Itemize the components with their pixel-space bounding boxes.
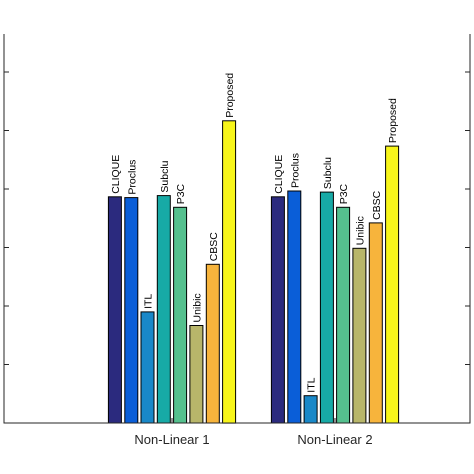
bar-label-subclu-non-linear-2: Subclu [322,157,334,189]
bar-label-itl-non-linear-2: ITL [306,377,318,392]
bar-proclus-non-linear-1 [124,197,139,424]
bar-label-unibic-non-linear-1: Unibic [191,293,203,322]
x-tick-label-non-linear-1: Non-Linear 1 [134,432,209,447]
bar-unibic-non-linear-2 [352,247,367,424]
bar-label-proposed-non-linear-1: Proposed [224,73,236,118]
bar-proposed-non-linear-2 [385,145,400,424]
axes-frame [3,34,471,424]
bar-proclus-non-linear-2 [287,190,302,424]
bar-label-proposed-non-linear-2: Proposed [387,98,399,143]
bar-subclu-non-linear-1 [156,195,171,424]
bar-itl-non-linear-1 [140,311,155,424]
bar-clique-non-linear-2 [270,196,285,424]
bar-unibic-non-linear-1 [189,325,204,424]
bar-itl-non-linear-2 [303,395,318,424]
bar-labels-group: CLIQUE Proclus ITL Subclu P3C Unibic CBSC Propo… [110,73,399,393]
plot-area [4,34,470,423]
bar-cbsc-non-linear-1 [205,263,220,424]
bar-p3c-non-linear-1 [173,206,188,424]
bar-label-clique-non-linear-2: CLIQUE [273,155,285,194]
bar-label-unibic-non-linear-2: Unibic [354,216,366,245]
bar-label-cbsc-non-linear-2: CBSC [371,190,383,220]
bar-label-subclu-non-linear-1: Subclu [159,160,171,192]
bar-subclu-non-linear-2 [319,191,334,424]
bar-clique-non-linear-1 [107,196,122,424]
bar-label-proclus-non-linear-1: Proclus [126,160,138,195]
bar-label-clique-non-linear-1: CLIQUE [110,155,122,194]
bar-label-proclus-non-linear-2: Proclus [289,153,301,188]
x-tick-label-non-linear-2: Non-Linear 2 [297,432,372,447]
bar-label-cbsc-non-linear-1: CBSC [208,232,220,262]
bar-label-p3c-non-linear-1: P3C [175,183,187,204]
bar-cbsc-non-linear-2 [368,222,383,424]
bar-p3c-non-linear-2 [336,206,351,424]
bar-label-p3c-non-linear-2: P3C [338,183,350,204]
x-tick-labels-group: Non-Linear 1 Non-Linear 2 [134,432,372,447]
bar-label-itl-non-linear-1: ITL [143,294,155,309]
bar-proposed-non-linear-1 [222,120,237,424]
